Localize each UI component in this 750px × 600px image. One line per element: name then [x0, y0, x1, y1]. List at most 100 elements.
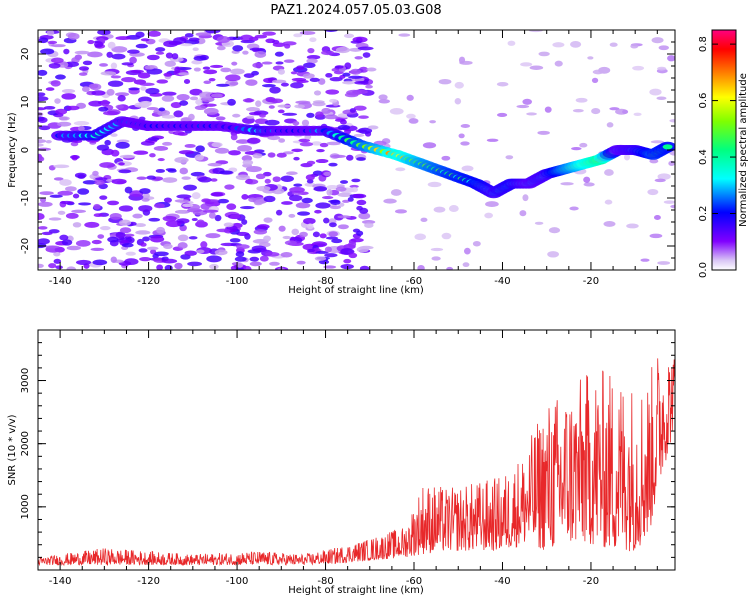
- heatmap-cell: [140, 100, 152, 107]
- heatmap-cell: [235, 251, 245, 258]
- heatmap-cell: [61, 239, 73, 246]
- heatmap-cell: [262, 171, 272, 177]
- heatmap-cell: [441, 232, 452, 240]
- heatmap-cell: [338, 202, 345, 207]
- heatmap-cell: [342, 80, 356, 85]
- heatmap-cell: [229, 238, 241, 243]
- colorbar-tick-label: 0.0: [698, 262, 709, 278]
- heatmap-cell: [50, 80, 61, 87]
- heatmap-cell: [461, 165, 474, 172]
- heatmap-cell: [216, 228, 231, 233]
- heatmap-cell: [219, 170, 233, 175]
- heatmap-cell: [50, 57, 64, 64]
- heatmap-cell: [94, 180, 105, 186]
- heatmap-cell: [239, 206, 255, 210]
- heatmap-cell: [78, 125, 85, 132]
- heatmap-cell: [591, 107, 601, 115]
- heatmap-cell: [438, 79, 452, 85]
- heatmap-cell: [130, 69, 144, 74]
- heatmap-cell: [324, 114, 338, 120]
- heatmap-cell: [224, 184, 235, 190]
- heatmap-cell: [337, 124, 351, 131]
- heatmap-cell: [38, 69, 48, 76]
- heatmap-cell: [321, 50, 335, 56]
- heatmap-cell: [71, 155, 78, 161]
- heatmap-cell: [264, 119, 280, 126]
- heatmap-cell: [303, 217, 316, 225]
- heatmap-cell: [251, 245, 267, 252]
- heatmap-cell: [145, 87, 160, 95]
- heatmap-cell: [296, 79, 309, 83]
- heatmap-cell: [306, 160, 316, 165]
- heatmap-cell: [280, 82, 289, 87]
- heatmap-cell: [188, 113, 195, 121]
- heatmap-cell: [294, 104, 305, 109]
- heatmap-cell: [118, 169, 132, 174]
- heatmap-cell: [111, 53, 126, 60]
- heatmap-cell: [47, 40, 58, 45]
- heatmap-cell: [139, 257, 152, 262]
- heatmap-cell: [460, 141, 470, 146]
- heatmap-cell: [359, 265, 370, 270]
- heatmap-cell: [144, 65, 155, 70]
- heatmap-cell: [306, 112, 315, 118]
- heatmap-cell: [242, 98, 255, 103]
- heatmap-cell: [119, 227, 132, 234]
- heatmap-cell: [110, 62, 118, 70]
- heatmap-cell: [350, 186, 359, 193]
- heatmap-cell: [299, 31, 316, 35]
- heatmap-cell: [163, 243, 173, 249]
- heatmap-cell: [232, 45, 244, 52]
- heatmap-cell: [220, 67, 232, 73]
- heatmap-cell: [350, 40, 362, 44]
- heatmap-cell: [136, 176, 147, 180]
- heatmap-cell: [63, 48, 70, 55]
- colorbar-label: Normalized spectral amplitude: [738, 73, 749, 227]
- heatmap-cell: [316, 149, 325, 153]
- heatmap-cell: [328, 231, 338, 237]
- heatmap-cell: [417, 264, 425, 270]
- heatmap-cell: [326, 184, 339, 190]
- heatmap-cell: [38, 125, 51, 131]
- heatmap-cell: [358, 115, 369, 119]
- heatmap-cell: [191, 217, 198, 222]
- heatmap-cell: [544, 106, 552, 113]
- heatmap-cell: [110, 256, 117, 264]
- heatmap-cell: [115, 141, 130, 149]
- heatmap-cell: [230, 68, 245, 75]
- heatmap-cell: [352, 228, 361, 233]
- heatmap-cell: [247, 137, 261, 144]
- heatmap-cell: [364, 222, 374, 228]
- heatmap-cell: [288, 194, 303, 202]
- heatmap-cell: [118, 219, 132, 226]
- heatmap-cell: [146, 106, 159, 111]
- heatmap-cell: [38, 201, 53, 207]
- heatmap-cell: [205, 30, 221, 34]
- heatmap-cell: [362, 52, 371, 58]
- heatmap-cell: [210, 64, 224, 69]
- heatmap-cell: [201, 198, 211, 203]
- heatmap-cell: [290, 82, 304, 89]
- heatmap-cell: [282, 235, 292, 240]
- heatmap-cell: [161, 114, 176, 119]
- heatmap-cell: [156, 264, 164, 270]
- heatmap-cell: [135, 31, 145, 38]
- heatmap-cell: [146, 68, 163, 75]
- heatmap-cell: [153, 146, 169, 151]
- heatmap-cell: [354, 81, 369, 85]
- heatmap-cell: [315, 202, 331, 209]
- heatmap-cell: [262, 84, 276, 88]
- heatmap-cell: [100, 71, 117, 76]
- heatmap-cell: [337, 224, 349, 230]
- heatmap-cell: [225, 74, 241, 82]
- heatmap-cell: [163, 40, 178, 48]
- heatmap-cell: [243, 73, 255, 79]
- heatmap-cell: [118, 162, 125, 166]
- heatmap-cell: [41, 231, 53, 236]
- heatmap-cell: [242, 117, 255, 124]
- heatmap-cell: [109, 212, 122, 220]
- heatmap-cell: [278, 138, 286, 143]
- heatmap-cell: [45, 139, 52, 144]
- heatmap-cell: [528, 30, 543, 33]
